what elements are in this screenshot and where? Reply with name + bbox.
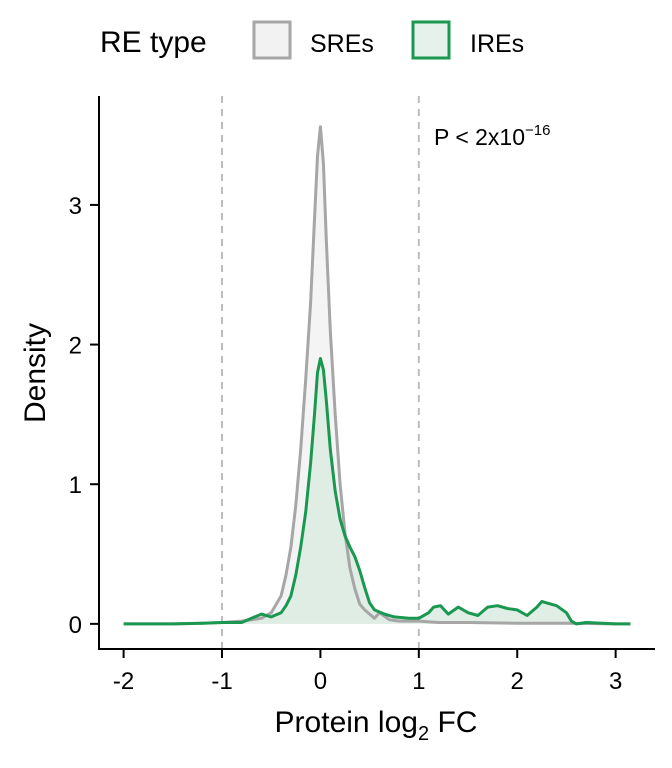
y-axis-title: Density: [19, 323, 52, 423]
x-tick-label: 0: [314, 668, 327, 695]
density-line-sres: [123, 125, 631, 626]
density-line-ires: [123, 357, 631, 626]
legend-swatch-sres: [252, 20, 292, 60]
p-value-text: P < 2x10: [434, 124, 525, 150]
x-tick-label: 2: [511, 668, 524, 695]
y-ticks: 0 1 2 3: [69, 193, 99, 639]
x-tick-label: 1: [412, 668, 425, 695]
x-axis-title-suffix: FC: [429, 706, 477, 739]
y-tick-label: 1: [69, 472, 82, 499]
x-tick-label: -1: [211, 668, 232, 695]
legend-swatch-ires: [411, 20, 451, 60]
x-tick-label: -2: [113, 668, 134, 695]
x-axis-title-main: Protein log: [275, 706, 418, 739]
legend-label-sres: SREs: [310, 30, 374, 58]
y-tick-label: 0: [69, 612, 82, 639]
y-tick-label: 3: [69, 193, 82, 220]
legend-label-ires: IREs: [470, 30, 524, 58]
x-ticks: -2 -1 0 1 2 3: [113, 649, 622, 695]
p-value-annotation: P < 2x10−16: [434, 122, 550, 150]
x-axis-title: Protein log2 FC: [275, 706, 478, 745]
density-area-ires: [123, 358, 631, 624]
series-layer: [123, 125, 631, 626]
x-tick-label: 3: [609, 668, 622, 695]
x-axis-title-subscript: 2: [418, 723, 429, 745]
reference-lines: [221, 96, 420, 648]
legend-title: RE type: [100, 26, 207, 59]
legend: RE type SREs IREs: [100, 20, 524, 60]
density-area-sres: [123, 126, 631, 624]
p-value-exponent: −16: [525, 122, 550, 139]
y-tick-label: 2: [69, 333, 82, 360]
